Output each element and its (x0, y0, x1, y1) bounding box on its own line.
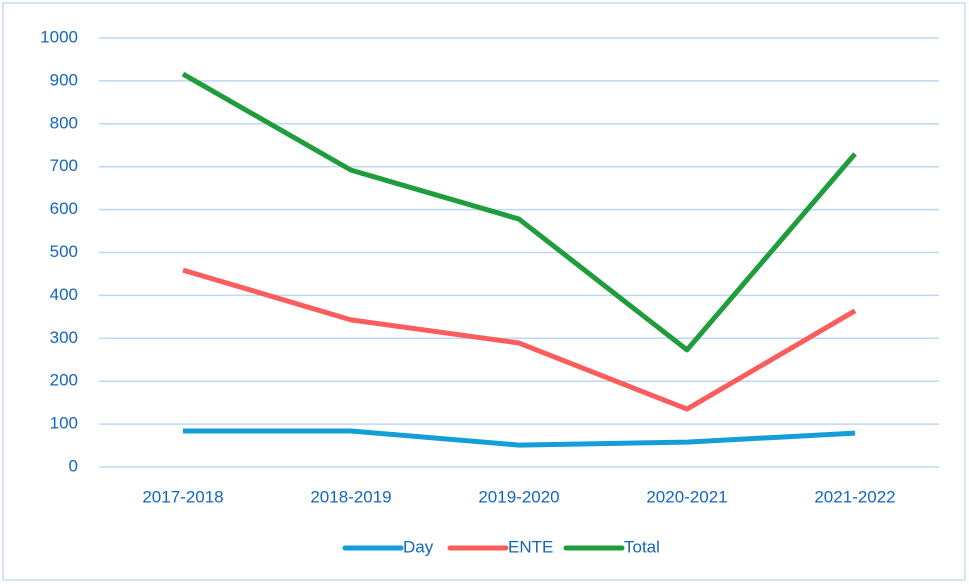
legend-label: Day (403, 537, 434, 556)
y-tick-label: 400 (50, 285, 78, 304)
legend-label: Total (624, 537, 660, 556)
y-tick-label: 100 (50, 414, 78, 433)
y-tick-label: 300 (50, 328, 78, 347)
x-tick-label: 2017-2018 (142, 487, 223, 506)
x-tick-label: 2021-2022 (814, 487, 895, 506)
y-tick-label: 200 (50, 371, 78, 390)
x-tick-label: 2019-2020 (478, 487, 559, 506)
y-tick-label: 500 (50, 242, 78, 261)
legend-label: ENTE (508, 537, 553, 556)
series-line (182, 267, 857, 412)
y-tick-label: 1000 (40, 27, 78, 46)
series-line (181, 71, 857, 353)
y-tick-label: 900 (50, 70, 78, 89)
y-tick-label: 600 (50, 199, 78, 218)
y-tick-label: 700 (50, 156, 78, 175)
x-tick-label: 2020-2021 (646, 487, 727, 506)
y-tick-label: 0 (69, 456, 78, 475)
y-tick-label: 800 (50, 113, 78, 132)
x-tick-label: 2018-2019 (310, 487, 391, 506)
series-line (183, 428, 856, 448)
